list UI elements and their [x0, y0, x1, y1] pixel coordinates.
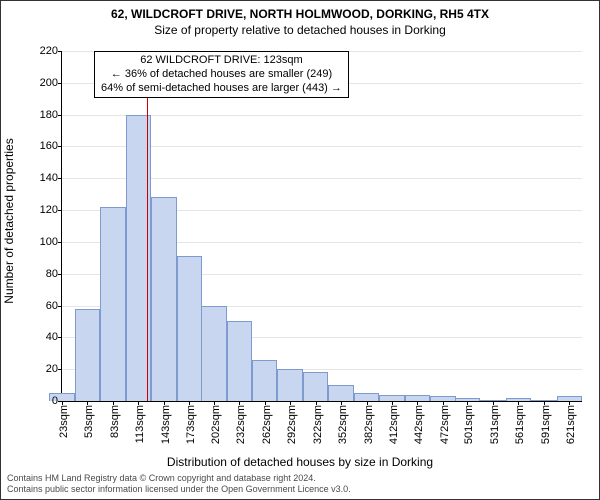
x-tick-mark — [367, 401, 368, 405]
x-tick-mark — [189, 401, 190, 405]
annotation-line-1: 62 WILDCROFT DRIVE: 123sqm — [101, 54, 342, 68]
x-tick-mark — [138, 401, 139, 405]
x-tick-label: 591sqm — [540, 405, 552, 444]
y-tick-mark — [58, 306, 62, 307]
histogram-bar — [201, 306, 226, 401]
x-tick-label: 292sqm — [286, 405, 298, 444]
y-tick-mark — [58, 51, 62, 52]
y-tick-mark — [58, 115, 62, 116]
x-tick-label: 412sqm — [388, 405, 400, 444]
histogram-bar — [177, 256, 202, 401]
histogram-bar — [100, 207, 125, 401]
x-tick-label: 501sqm — [463, 405, 475, 444]
x-tick-mark — [544, 401, 545, 405]
histogram-bar — [227, 321, 252, 401]
x-tick-mark — [265, 401, 266, 405]
histogram-bar — [277, 369, 302, 401]
x-tick-label: 173sqm — [185, 405, 197, 444]
x-tick-label: 113sqm — [134, 405, 146, 443]
y-axis-label: Number of detached properties — [2, 138, 16, 303]
x-tick-mark — [569, 401, 570, 405]
x-tick-mark — [493, 401, 494, 405]
attribution-text: Contains HM Land Registry data © Crown c… — [7, 473, 593, 495]
x-tick-mark — [341, 401, 342, 405]
x-tick-mark — [113, 401, 114, 405]
x-tick-mark — [316, 401, 317, 405]
attribution-line-1: Contains HM Land Registry data © Crown c… — [7, 473, 593, 484]
histogram-bar — [151, 197, 176, 401]
x-tick-label: 322sqm — [312, 405, 324, 444]
histogram-bar — [303, 372, 328, 401]
histogram-bar — [75, 309, 100, 401]
x-tick-label: 621sqm — [565, 405, 577, 444]
x-tick-mark — [62, 401, 63, 405]
page-subtitle: Size of property relative to detached ho… — [1, 23, 599, 37]
y-tick-mark — [58, 242, 62, 243]
y-tick-mark — [58, 178, 62, 179]
x-tick-mark — [290, 401, 291, 405]
y-tick-mark — [58, 274, 62, 275]
x-tick-mark — [443, 401, 444, 405]
y-tick-mark — [58, 83, 62, 84]
x-tick-label: 23sqm — [58, 405, 70, 438]
page-title: 62, WILDCROFT DRIVE, NORTH HOLMWOOD, DOR… — [1, 7, 599, 21]
annotation-box: 62 WILDCROFT DRIVE: 123sqm ← 36% of deta… — [94, 51, 349, 98]
x-tick-label: 382sqm — [363, 405, 375, 444]
plot-inner — [62, 51, 582, 401]
x-tick-label: 202sqm — [210, 405, 222, 444]
x-tick-label: 232sqm — [235, 405, 247, 444]
x-tick-label: 83sqm — [109, 405, 121, 438]
histogram-bar — [328, 385, 353, 401]
annotation-line-2: ← 36% of detached houses are smaller (24… — [101, 68, 342, 82]
x-tick-mark — [518, 401, 519, 405]
annotation-line-3: 64% of semi-detached houses are larger (… — [101, 82, 342, 96]
attribution-line-2: Contains public sector information licen… — [7, 484, 593, 495]
y-tick-mark — [58, 146, 62, 147]
x-tick-mark — [392, 401, 393, 405]
x-tick-mark — [87, 401, 88, 405]
histogram-bar — [252, 360, 277, 401]
x-tick-label: 531sqm — [489, 405, 501, 444]
y-tick-mark — [58, 337, 62, 338]
y-tick-mark — [58, 369, 62, 370]
x-tick-mark — [417, 401, 418, 405]
marker-line — [147, 51, 148, 401]
x-tick-mark — [239, 401, 240, 405]
x-tick-mark — [467, 401, 468, 405]
x-tick-label: 352sqm — [337, 405, 349, 444]
x-tick-label: 442sqm — [413, 405, 425, 444]
x-tick-mark — [164, 401, 165, 405]
x-tick-label: 143sqm — [160, 405, 172, 444]
plot-area: 020406080100120140160180200220 23sqm53sq… — [61, 51, 582, 402]
x-tick-mark — [214, 401, 215, 405]
x-tick-label: 262sqm — [261, 405, 273, 444]
x-tick-label: 472sqm — [439, 405, 451, 444]
x-tick-label: 561sqm — [514, 405, 526, 444]
y-tick-mark — [58, 210, 62, 211]
histogram-bar — [354, 393, 379, 401]
chart-container: 62, WILDCROFT DRIVE, NORTH HOLMWOOD, DOR… — [0, 0, 600, 500]
x-tick-label: 53sqm — [83, 405, 95, 438]
x-axis-label: Distribution of detached houses by size … — [1, 455, 599, 469]
